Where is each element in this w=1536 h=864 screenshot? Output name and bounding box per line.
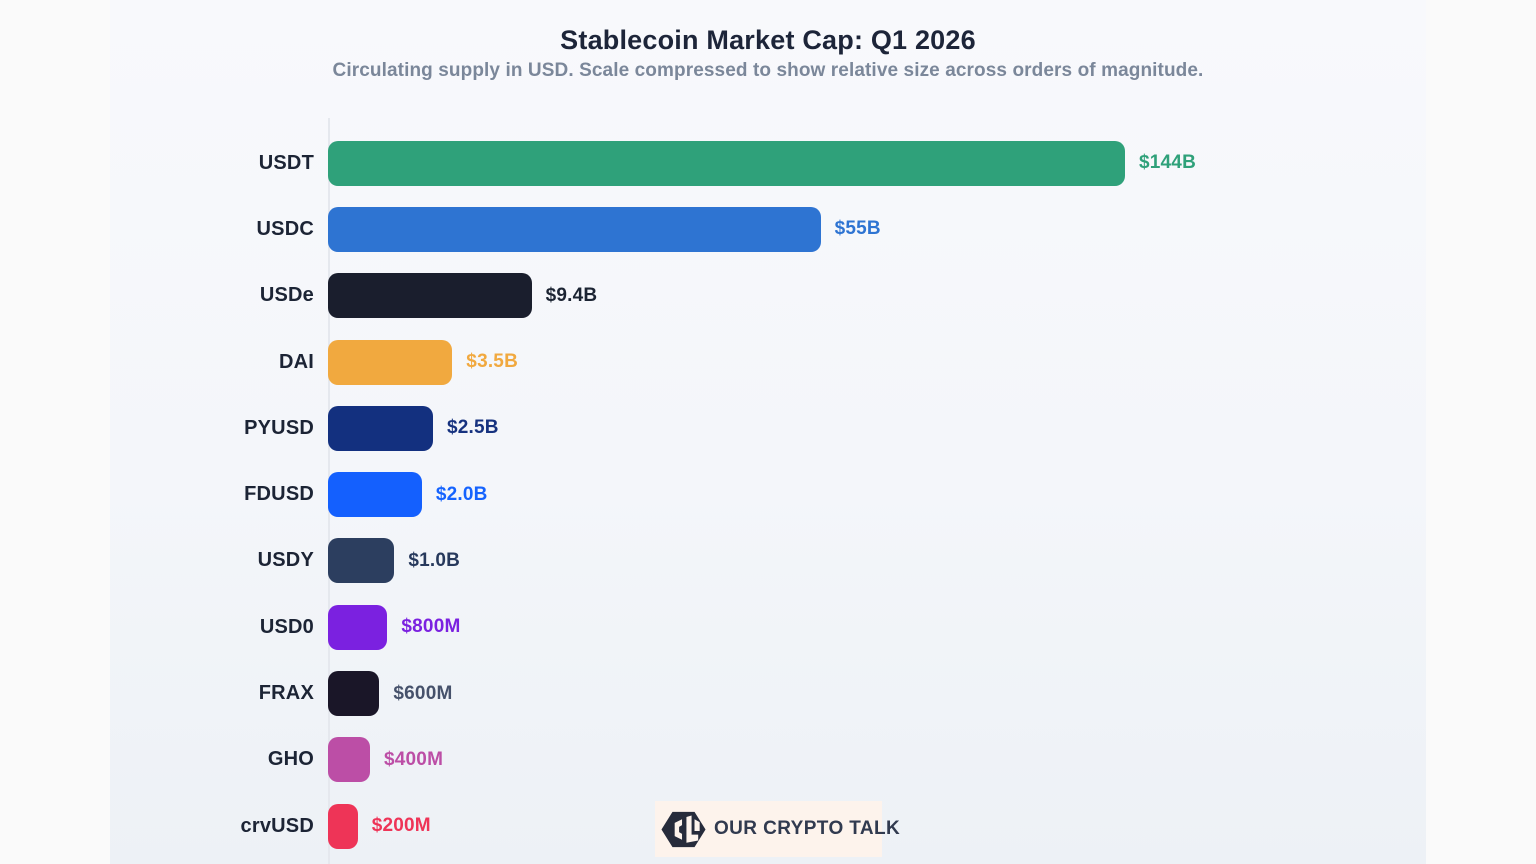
bar-category-label-FDUSD: FDUSD: [244, 483, 314, 506]
bar-category-label-FRAX: FRAX: [258, 682, 314, 705]
bar-GHO: [328, 737, 370, 783]
bar-value-label-USDT: $144B: [1139, 152, 1196, 174]
chart-row: PYUSD $2.5B: [0, 395, 1536, 461]
bar-PYUSD: [328, 405, 433, 451]
bar-chart: USDT $144B USDC $55B USDe $9.4B DAI $3.5B PYUSD $…: [0, 130, 1536, 859]
bar-category-label-USDT: USDT: [258, 151, 314, 174]
chart-row: GHO $400M: [0, 727, 1536, 793]
chart-row: crvUSD $200M: [0, 793, 1536, 859]
bar-FRAX: [328, 671, 380, 717]
chart-row: FDUSD $2.0B: [0, 461, 1536, 527]
chart-row: USD0 $800M: [0, 594, 1536, 660]
bar-crvUSD: [328, 803, 358, 849]
bar-value-label-GHO: $400M: [384, 748, 444, 770]
chart-subtitle: Circulating supply in USD. Scale compres…: [332, 60, 1204, 81]
chart-row: FRAX $600M: [0, 660, 1536, 726]
bar-USDe: [328, 273, 532, 319]
brand-name: OUR CRYPTO TALK: [714, 818, 901, 839]
chart-title: Stablecoin Market Cap: Q1 2026: [560, 25, 976, 55]
bar-value-label-FRAX: $600M: [393, 682, 453, 704]
bar-value-label-FDUSD: $2.0B: [435, 483, 488, 505]
bar-category-label-USD0: USD0: [259, 615, 314, 638]
bar-value-label-USDC: $55B: [834, 218, 881, 240]
bar-category-label-DAI: DAI: [278, 350, 314, 373]
chart-row: USDT $144B: [0, 130, 1536, 196]
bar-value-label-USDY: $1.0B: [408, 549, 461, 571]
bar-value-label-USDe: $9.4B: [545, 284, 598, 306]
bar-category-label-USDe: USDe: [259, 284, 314, 307]
bar-USDC: [328, 206, 821, 252]
bar-value-label-crvUSD: $200M: [371, 815, 431, 837]
brand-hexagon-logo-icon: [660, 806, 707, 853]
bar-DAI: [328, 339, 453, 385]
bar-value-label-DAI: $3.5B: [466, 351, 518, 373]
bar-USD0: [328, 604, 388, 650]
chart-row: USDe $9.4B: [0, 263, 1536, 329]
chart-row: USDY $1.0B: [0, 528, 1536, 594]
bar-category-label-USDC: USDC: [256, 217, 314, 240]
brand-badge: OUR CRYPTO TALK: [655, 801, 900, 857]
bar-category-label-USDY: USDY: [257, 549, 314, 572]
bar-USDT: [328, 140, 1125, 186]
bar-USDY: [328, 538, 395, 584]
bar-value-label-PYUSD: $2.5B: [447, 417, 499, 439]
bar-category-label-GHO: GHO: [267, 748, 314, 771]
bar-FDUSD: [328, 472, 422, 518]
bar-category-label-PYUSD: PYUSD: [244, 416, 314, 439]
chart-row: USDC $55B: [0, 196, 1536, 262]
bar-category-label-crvUSD: crvUSD: [240, 814, 314, 837]
chart-row: DAI $3.5B: [0, 329, 1536, 395]
bar-value-label-USD0: $800M: [401, 616, 461, 638]
